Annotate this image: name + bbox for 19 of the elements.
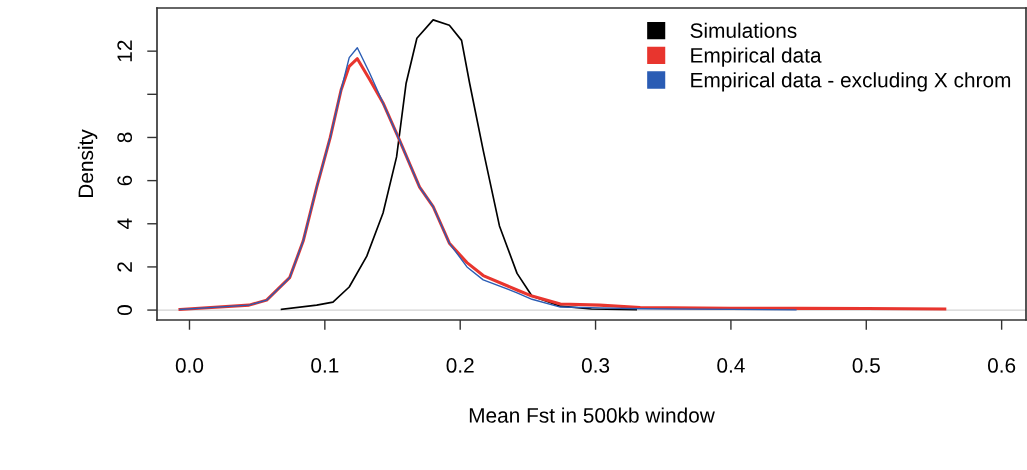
x-axis-title: Mean Fst in 500kb window xyxy=(469,407,715,423)
y-axis-title: Density xyxy=(77,129,98,198)
line-series xyxy=(280,19,638,311)
y-tick-label: 6 xyxy=(117,175,133,186)
y-tick-label: 8 xyxy=(117,132,133,143)
y-tick-label: 4 xyxy=(117,218,132,230)
x-tick-label: 0.1 xyxy=(311,358,339,373)
legend-label: Empirical data xyxy=(691,47,822,67)
x-tick-label: 0.4 xyxy=(717,358,745,373)
x-tick-label: 0.2 xyxy=(446,358,474,373)
legend-label: Simulations xyxy=(690,22,797,38)
x-tick-label: 0.6 xyxy=(987,358,1016,373)
y-tick-label: 12 xyxy=(117,40,132,62)
x-tick-label: 0.3 xyxy=(581,358,610,373)
y-tick-label: 2 xyxy=(117,262,132,272)
legend-label: Empirical data - excluding X chrom xyxy=(691,72,1011,92)
x-tick-label: 0.0 xyxy=(175,358,204,373)
x-tick-label: 0.5 xyxy=(852,358,880,373)
y-tick-label: 0 xyxy=(117,305,133,316)
